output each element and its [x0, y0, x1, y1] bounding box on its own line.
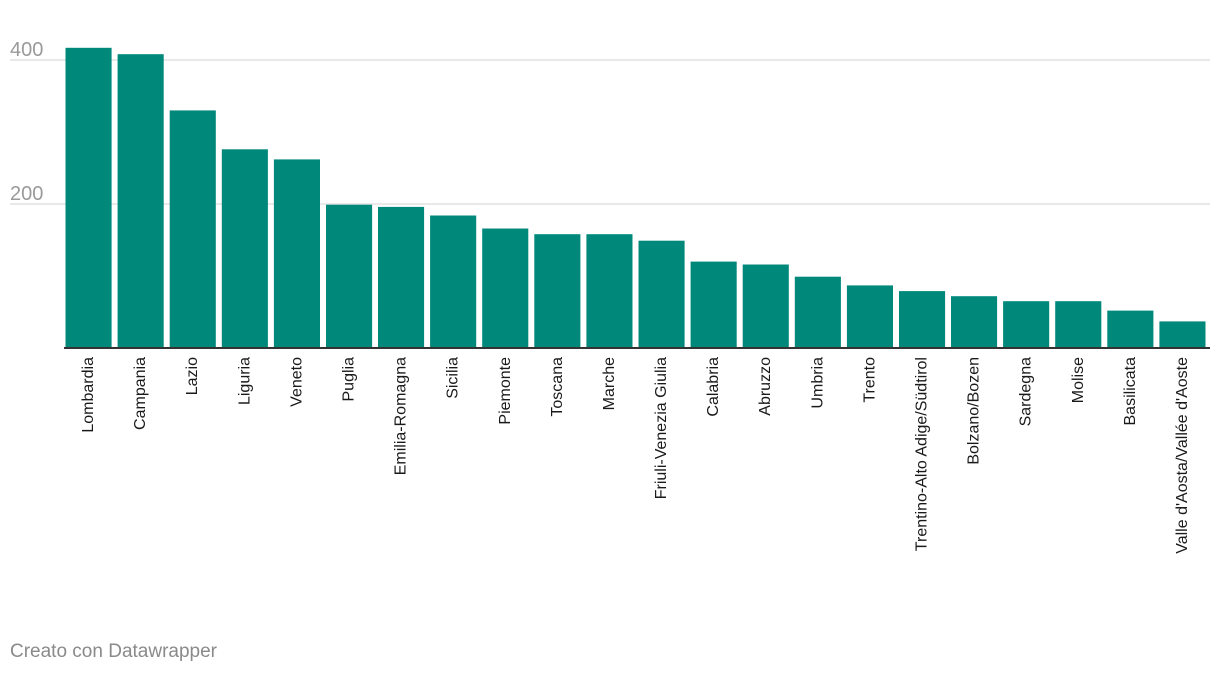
x-tick-label: Puglia [341, 357, 358, 402]
x-tick-label: Basilicata [1122, 357, 1139, 426]
x-tick-label: Trento [861, 357, 878, 403]
x-tick-label: Valle d'Aosta/Vallée d'Aoste [1174, 357, 1191, 554]
x-tick-label: Molise [1070, 357, 1087, 403]
bar [1159, 321, 1206, 348]
bar [794, 276, 841, 348]
bar [951, 296, 998, 348]
bar [430, 215, 477, 348]
x-tick-label: Bolzano/Bozen [966, 357, 983, 465]
bar [326, 204, 373, 348]
x-tick-label: Sicilia [445, 357, 462, 399]
x-tick-label: Umbria [809, 357, 826, 409]
x-tick-label: Liguria [236, 357, 253, 405]
x-tick-label: Emilia-Romagna [393, 357, 410, 475]
bar [690, 261, 737, 348]
x-tick-label: Trentino-Alto Adige/Südtirol [914, 357, 931, 551]
y-tick-label: 200 [10, 183, 43, 205]
bar [65, 47, 112, 349]
x-tick-label: Friuli-Venezia Giulia [653, 357, 670, 499]
x-axis-tick-labels: Lombardia Campania Lazio Liguria Veneto Pugli… [80, 357, 1191, 554]
bar [846, 285, 893, 348]
x-tick-label: Veneto [288, 357, 305, 407]
bar [1003, 301, 1050, 348]
x-tick-label: Lombardia [80, 357, 97, 433]
bar [1055, 301, 1102, 348]
y-axis-tick-labels: 200 400 [10, 39, 43, 205]
bars [65, 47, 1206, 349]
bar [273, 159, 320, 348]
credit-text: Creato con Datawrapper [10, 641, 217, 662]
bar [221, 149, 268, 348]
bar [378, 206, 425, 348]
x-tick-label: Toscana [549, 357, 566, 417]
bar [534, 234, 581, 348]
bar [586, 234, 633, 348]
y-tick-label: 400 [10, 39, 43, 61]
bar [638, 240, 685, 348]
x-tick-label: Calabria [705, 357, 722, 417]
x-tick-label: Abruzzo [757, 357, 774, 416]
x-tick-label: Piemonte [497, 357, 514, 425]
bar [1107, 310, 1154, 348]
bar [169, 110, 216, 349]
x-tick-label: Lazio [184, 357, 201, 395]
bar [117, 54, 164, 348]
bar [482, 228, 529, 348]
bar [899, 291, 946, 348]
x-tick-label: Marche [601, 357, 618, 410]
x-tick-label: Sardegna [1018, 357, 1035, 426]
bar [742, 264, 789, 348]
x-tick-label: Campania [132, 357, 149, 430]
